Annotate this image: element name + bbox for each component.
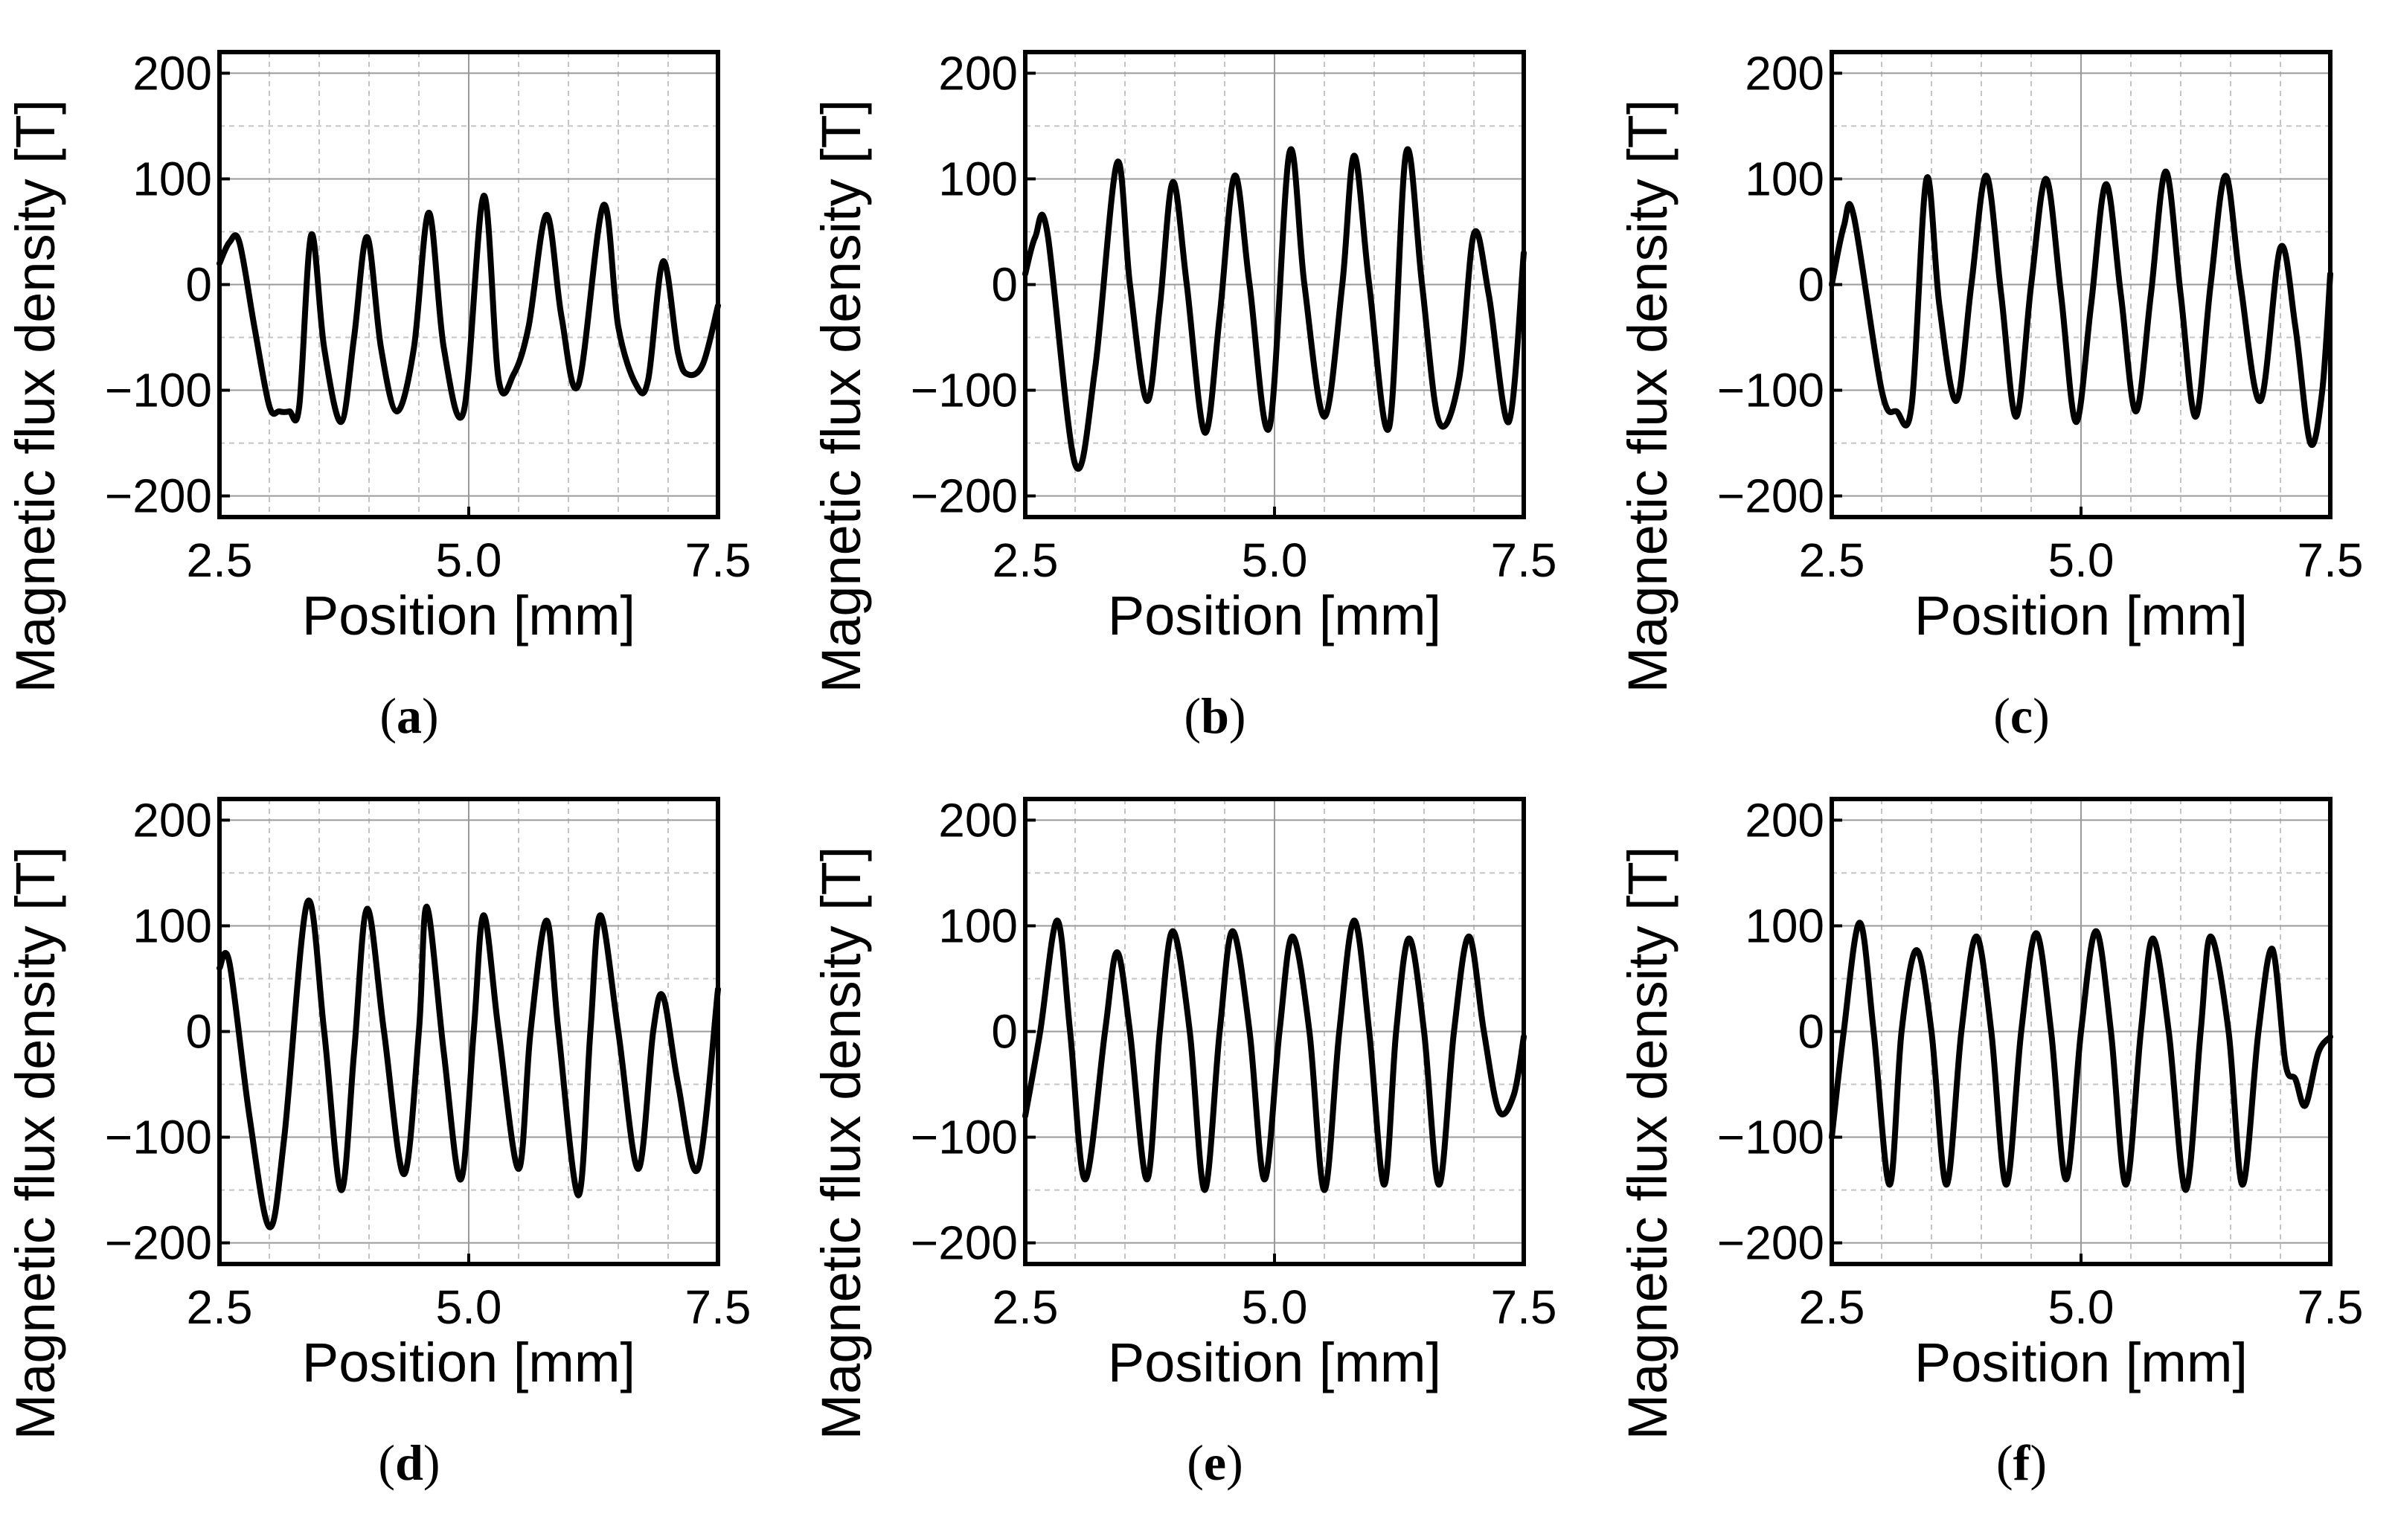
y-axis-title: Magnetic flux density [T] — [810, 847, 872, 1440]
x-axis-title: Position [mm] — [1914, 1332, 2248, 1393]
y-tick-label: −100 — [911, 1111, 1018, 1164]
x-tick-label: 2.5 — [1799, 1280, 1865, 1334]
y-axis-title: Magnetic flux density [T] — [810, 100, 872, 693]
y-tick-label: −200 — [105, 469, 212, 523]
y-tick-label: 0 — [991, 258, 1018, 312]
y-tick-label: −200 — [1717, 1216, 1824, 1270]
series-line-B — [1829, 168, 2333, 448]
x-tick-label: 7.5 — [685, 533, 751, 587]
y-tick-label: 100 — [1745, 899, 1824, 952]
x-tick-label: 7.5 — [685, 1280, 751, 1334]
x-tick-label: 5.0 — [2048, 533, 2115, 587]
x-tick-label: 2.5 — [187, 1280, 253, 1334]
y-tick-label: 100 — [938, 152, 1018, 205]
x-tick-label: 5.0 — [2048, 1280, 2115, 1334]
y-tick-label: 200 — [132, 793, 212, 847]
x-tick-label: 2.5 — [993, 533, 1059, 587]
y-tick-label: 200 — [938, 793, 1018, 847]
y-tick-label: 0 — [1798, 1005, 1824, 1059]
y-tick-label: 100 — [1745, 152, 1824, 205]
x-axis-title: Position [mm] — [1108, 1332, 1441, 1393]
series-line-B — [1022, 917, 1527, 1193]
y-tick-label: 200 — [1745, 46, 1824, 100]
y-tick-label: −200 — [911, 469, 1018, 523]
y-tick-label: −100 — [1717, 1111, 1824, 1164]
y-tick-label: 0 — [991, 1005, 1018, 1059]
panel-label: (c) — [1993, 687, 2050, 744]
x-tick-label: 2.5 — [1799, 533, 1865, 587]
panel-label: (e) — [1187, 1434, 1243, 1491]
y-tick-label: −100 — [105, 1111, 212, 1164]
x-tick-label: 5.0 — [436, 533, 502, 587]
chart-panel-c: 200 100 0 −100 −200 2.5 5.0 7.5 Position [mm] Mag… — [1617, 46, 2363, 744]
x-axis-title: Position [mm] — [302, 1332, 635, 1393]
series-line-B — [1022, 146, 1527, 472]
x-tick-label: 7.5 — [2298, 533, 2364, 587]
panel-label: (f) — [1996, 1434, 2047, 1491]
panel-label: (a) — [379, 687, 438, 744]
chart-panel-d: 200 100 0 −100 −200 2.5 5.0 7.5 Position [mm] Mag… — [4, 793, 751, 1491]
x-axis-title: Position [mm] — [1914, 585, 2248, 647]
y-axis-title: Magnetic flux density [T] — [1617, 847, 1679, 1440]
y-tick-label: 0 — [1798, 258, 1824, 312]
x-tick-label: 2.5 — [187, 533, 253, 587]
y-tick-label: −200 — [911, 1216, 1018, 1270]
y-tick-label: 0 — [185, 258, 212, 312]
y-tick-label: 200 — [1745, 793, 1824, 847]
panel-label: (b) — [1184, 687, 1245, 744]
chart-panel-e: 200 100 0 −100 −200 2.5 5.0 7.5 Position [mm] Mag… — [810, 793, 1556, 1491]
x-tick-label: 2.5 — [993, 1280, 1059, 1334]
y-tick-label: 100 — [938, 899, 1018, 952]
x-tick-label: 5.0 — [1242, 1280, 1308, 1334]
y-tick-label: 100 — [132, 899, 212, 952]
chart-panel-f: 200 100 0 −100 −200 2.5 5.0 7.5 Position [mm] Mag… — [1617, 793, 2363, 1491]
y-tick-label: 200 — [132, 46, 212, 100]
chart-panel-b: 200 100 0 −100 −200 2.5 5.0 7.5 Position [mm] Mag… — [810, 46, 1556, 744]
x-tick-label: 5.0 — [436, 1280, 502, 1334]
x-tick-label: 7.5 — [1491, 1280, 1557, 1334]
y-tick-label: −200 — [105, 1216, 212, 1270]
chart-panel-a: 200 100 0 −100 −200 2.5 5.0 7.5 Position [mm] Mag… — [4, 46, 751, 744]
y-tick-label: 100 — [132, 152, 212, 205]
y-tick-label: −200 — [1717, 469, 1824, 523]
series-line-B — [217, 193, 721, 426]
x-tick-label: 7.5 — [1491, 533, 1557, 587]
y-tick-label: 200 — [938, 46, 1018, 100]
y-axis-title: Magnetic flux density [T] — [1617, 100, 1679, 693]
y-tick-label: −100 — [911, 364, 1018, 417]
y-tick-label: −100 — [1717, 364, 1824, 417]
x-tick-label: 5.0 — [1242, 533, 1308, 587]
panel-label: (d) — [378, 1434, 440, 1491]
y-tick-label: 0 — [185, 1005, 212, 1059]
y-axis-title: Magnetic flux density [T] — [4, 847, 66, 1440]
series-line-B — [1829, 920, 2333, 1193]
y-axis-title: Magnetic flux density [T] — [4, 100, 66, 693]
series-line-B — [217, 897, 721, 1231]
y-tick-label: −100 — [105, 364, 212, 417]
x-tick-label: 7.5 — [2298, 1280, 2364, 1334]
x-axis-title: Position [mm] — [1108, 585, 1441, 647]
x-axis-title: Position [mm] — [302, 585, 635, 647]
